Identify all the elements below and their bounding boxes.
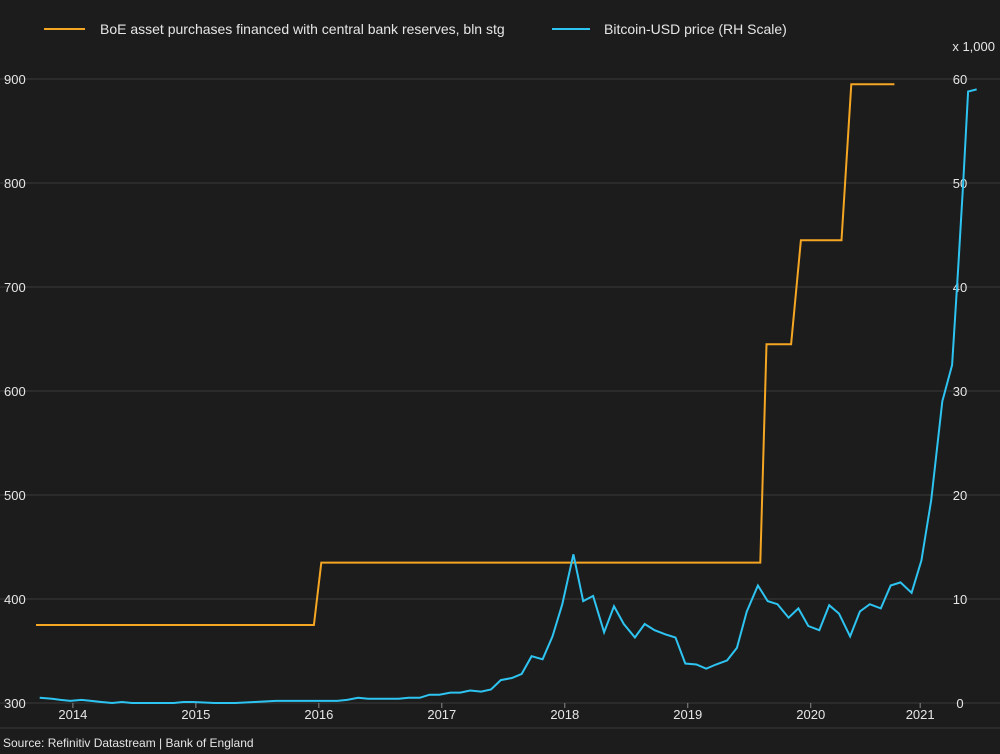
x-tick-label: 2017: [427, 707, 456, 722]
x-axis-ticks: 2014 2015 2016 2017 2018 2019 2020 2021: [58, 703, 935, 722]
left-tick-label: 600: [4, 384, 26, 399]
left-tick-label: 900: [4, 72, 26, 87]
right-tick-label: 0: [956, 696, 963, 711]
x-tick-label: 2016: [304, 707, 333, 722]
x-tick-label: 2019: [673, 707, 702, 722]
x-tick-label: 2015: [181, 707, 210, 722]
legend: BoE asset purchases financed with centra…: [44, 21, 787, 37]
legend-label-bitcoin: Bitcoin-USD price (RH Scale): [604, 21, 787, 37]
right-tick-label: 20: [953, 488, 967, 503]
source-note: Source: Refinitiv Datastream | Bank of E…: [3, 736, 254, 750]
right-tick-label: 10: [953, 592, 967, 607]
legend-label-boe: BoE asset purchases financed with centra…: [100, 21, 505, 37]
left-tick-label: 800: [4, 176, 26, 191]
left-tick-label: 500: [4, 488, 26, 503]
x-tick-label: 2014: [58, 707, 87, 722]
x-tick-label: 2018: [550, 707, 579, 722]
series-line-bitcoin: [39, 88, 977, 705]
left-tick-label: 400: [4, 592, 26, 607]
right-axis-unit-label: x 1,000: [952, 39, 995, 54]
left-tick-label: 300: [4, 696, 26, 711]
x-tick-label: 2021: [906, 707, 935, 722]
left-axis-ticks: 300 400 500 600 700 800 900: [4, 72, 26, 711]
x-tick-label: 2020: [796, 707, 825, 722]
left-tick-label: 700: [4, 280, 26, 295]
right-tick-label: 60: [953, 72, 967, 87]
right-tick-label: 40: [953, 280, 967, 295]
right-tick-label: 30: [953, 384, 967, 399]
right-tick-label: 50: [953, 176, 967, 191]
series-line-boe: [36, 83, 895, 626]
